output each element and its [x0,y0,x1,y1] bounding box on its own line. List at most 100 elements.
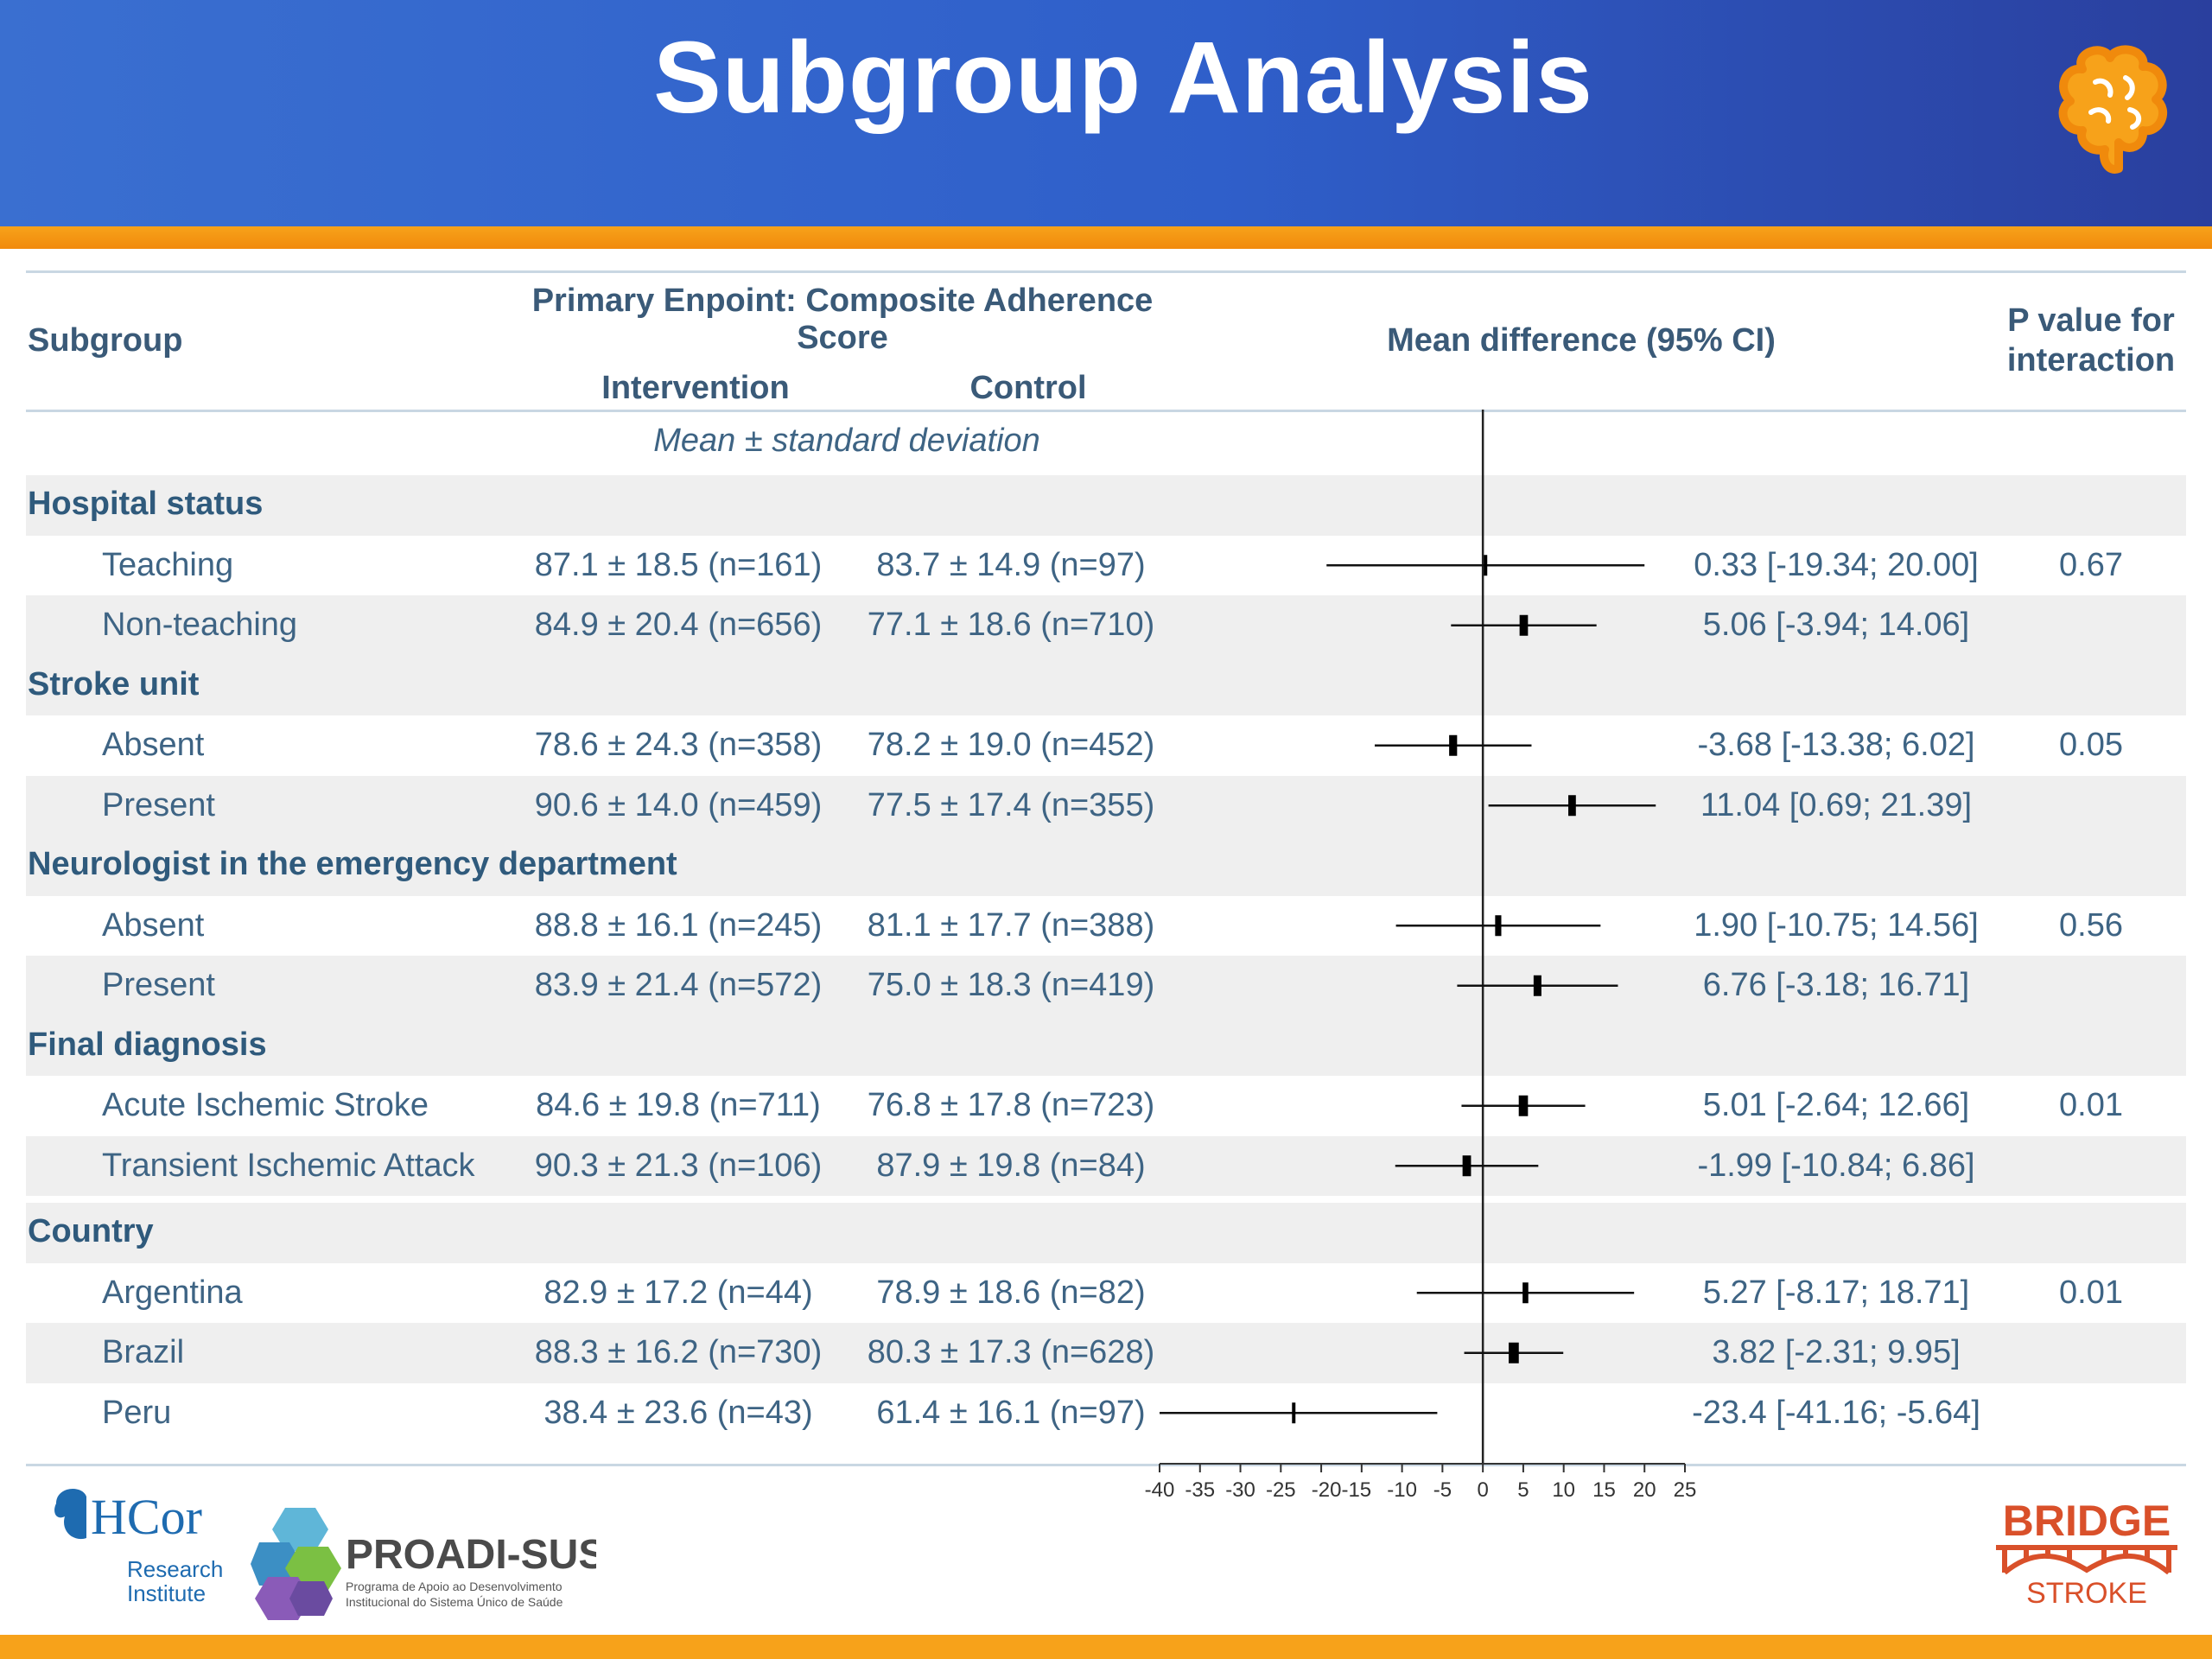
control-value: 61.4 ± 16.1 (n=97) [876,1394,1146,1431]
intervention-value: 83.9 ± 21.4 (n=572) [534,967,823,1003]
group-label: Final diagnosis [28,1026,267,1063]
p-value: 0.56 [2059,906,2123,944]
footer-stripe [0,1635,2212,1659]
row-label: Acute Ischemic Stroke [102,1087,429,1123]
proadi-line1: Programa de Apoio ao Desenvolvimento [346,1580,563,1593]
x-tick-label: 5 [1517,1478,1529,1502]
ci-text: 5.06 [-3.94; 14.06] [1702,607,1970,643]
ci-text: 6.76 [-3.18; 16.71] [1702,967,1970,1003]
x-tick-label: -40 [1145,1478,1175,1502]
control-value: 80.3 ± 17.3 (n=628) [867,1334,1155,1370]
x-tick-label: 15 [1592,1478,1616,1502]
row-label: Absent [102,906,205,944]
hcor-research: Research [127,1556,223,1582]
ci-text: -3.68 [-13.38; 6.02] [1697,727,1975,763]
row-label: Teaching [102,546,234,583]
ci-text: 3.82 [-2.31; 9.95] [1712,1334,1961,1370]
group-label: Stroke unit [28,665,200,702]
row-label: Peru [102,1394,172,1431]
mean-diff-header: Mean difference (95% CI) [1387,322,1776,359]
ci-text: 0.33 [-19.34; 20.00] [1694,546,1979,583]
x-tick-label: 25 [1674,1478,1697,1502]
point-estimate-marker [1495,915,1502,937]
p-value-header-line2: interaction [2006,342,2176,378]
point-estimate-marker [1519,614,1529,636]
p-value: 0.01 [2059,1087,2123,1123]
ci-text: 1.90 [-10.75; 14.56] [1694,906,1979,944]
point-estimate-marker [1292,1402,1296,1424]
x-tick-label: -10 [1387,1478,1417,1502]
ci-text: 11.04 [0.69; 21.39] [1700,786,1973,823]
bridge-wordmark: BRIDGE [2003,1497,2171,1545]
x-tick-label: 10 [1552,1478,1575,1502]
control-value: 81.1 ± 17.7 (n=388) [867,906,1155,944]
row-label: Argentina [102,1274,243,1311]
point-estimate-marker [1462,1155,1471,1177]
control-value: 78.2 ± 19.0 (n=452) [867,727,1155,763]
intervention-value: 90.6 ± 14.0 (n=459) [534,786,823,823]
ci-text: 5.01 [-2.64; 12.66] [1702,1087,1970,1123]
table-row-band [26,595,2186,656]
p-value: 0.01 [2059,1274,2123,1311]
point-estimate-marker [1509,1342,1519,1363]
row-label: Non-teaching [102,607,298,643]
intervention-value: 38.4 ± 23.6 (n=43) [543,1394,813,1431]
control-header: Control [969,370,1087,406]
point-estimate-marker [1484,555,1488,576]
intervention-value: 88.8 ± 16.1 (n=245) [534,906,823,944]
ci-text: -1.99 [-10.84; 6.86] [1697,1147,1975,1184]
p-value-header-line1: P value for [2007,302,2175,339]
x-tick-label: 20 [1633,1478,1656,1502]
control-value: 87.9 ± 19.8 (n=84) [876,1147,1146,1184]
header-banner [0,0,2212,226]
proadi-wordmark: PROADI-SUS [346,1532,596,1578]
point-estimate-marker [1568,795,1576,817]
intervention-value: 84.6 ± 19.8 (n=711) [536,1087,821,1123]
bridge-stroke-logo: BRIDGE STROKE [1996,1497,2177,1610]
group-row-band [26,655,2186,715]
table-row-band [26,775,2186,836]
intervention-value: 84.9 ± 20.4 (n=656) [534,607,823,643]
hcor-institute: Institute [127,1580,206,1606]
group-row-band [26,836,2186,896]
control-value: 77.1 ± 18.6 (n=710) [867,607,1155,643]
x-tick-label: -30 [1225,1478,1255,1502]
header-stripe [0,226,2212,249]
control-value: 78.9 ± 18.6 (n=82) [876,1274,1146,1311]
row-label: Absent [102,727,205,763]
x-tick-label: -20-15 [1312,1478,1371,1502]
table-top-rule [26,270,2186,273]
table-subheader: Mean ± standard deviation [653,423,1040,459]
control-value: 77.5 ± 17.4 (n=355) [867,786,1155,823]
table-row-band [26,1135,2186,1196]
intervention-value: 78.6 ± 24.3 (n=358) [534,727,823,763]
x-tick-label: -5 [1433,1478,1452,1502]
point-estimate-marker [1449,734,1458,756]
table-bottom-rule [26,1464,2186,1466]
brain-icon [2058,45,2168,174]
table-row-band [26,1323,2186,1383]
group-label: Hospital status [28,486,264,522]
x-tick-label: -35 [1185,1478,1215,1502]
ci-text: -23.4 [-41.16; -5.64] [1692,1394,1980,1431]
bridge-arch-icon [1996,1545,2177,1575]
x-tick-label: -25 [1266,1478,1296,1502]
p-value: 0.05 [2059,727,2123,763]
bridge-subword: STROKE [2026,1577,2147,1610]
x-tick-label: 0 [1477,1478,1488,1502]
ci-text: 5.27 [-8.17; 18.71] [1702,1274,1970,1311]
group-label: Country [28,1213,154,1249]
row-label: Present [102,786,215,823]
point-estimate-marker [1533,975,1541,996]
proadi-sus-logo: PROADI-SUS Programa de Apoio ao Desenvol… [251,1508,596,1620]
intervention-value: 82.9 ± 17.2 (n=44) [543,1274,813,1311]
row-label: Transient Ischemic Attack [102,1147,475,1184]
group-row-band [26,1015,2186,1076]
group-label: Neurologist in the emergency department [28,846,677,882]
subgroup-header: Subgroup [28,322,183,359]
group-row-band [26,1203,2186,1263]
endpoint-header-line1: Primary Enpoint: Composite Adherence [531,283,1154,319]
point-estimate-marker [1522,1282,1529,1304]
intervention-value: 88.3 ± 16.2 (n=730) [534,1334,823,1370]
